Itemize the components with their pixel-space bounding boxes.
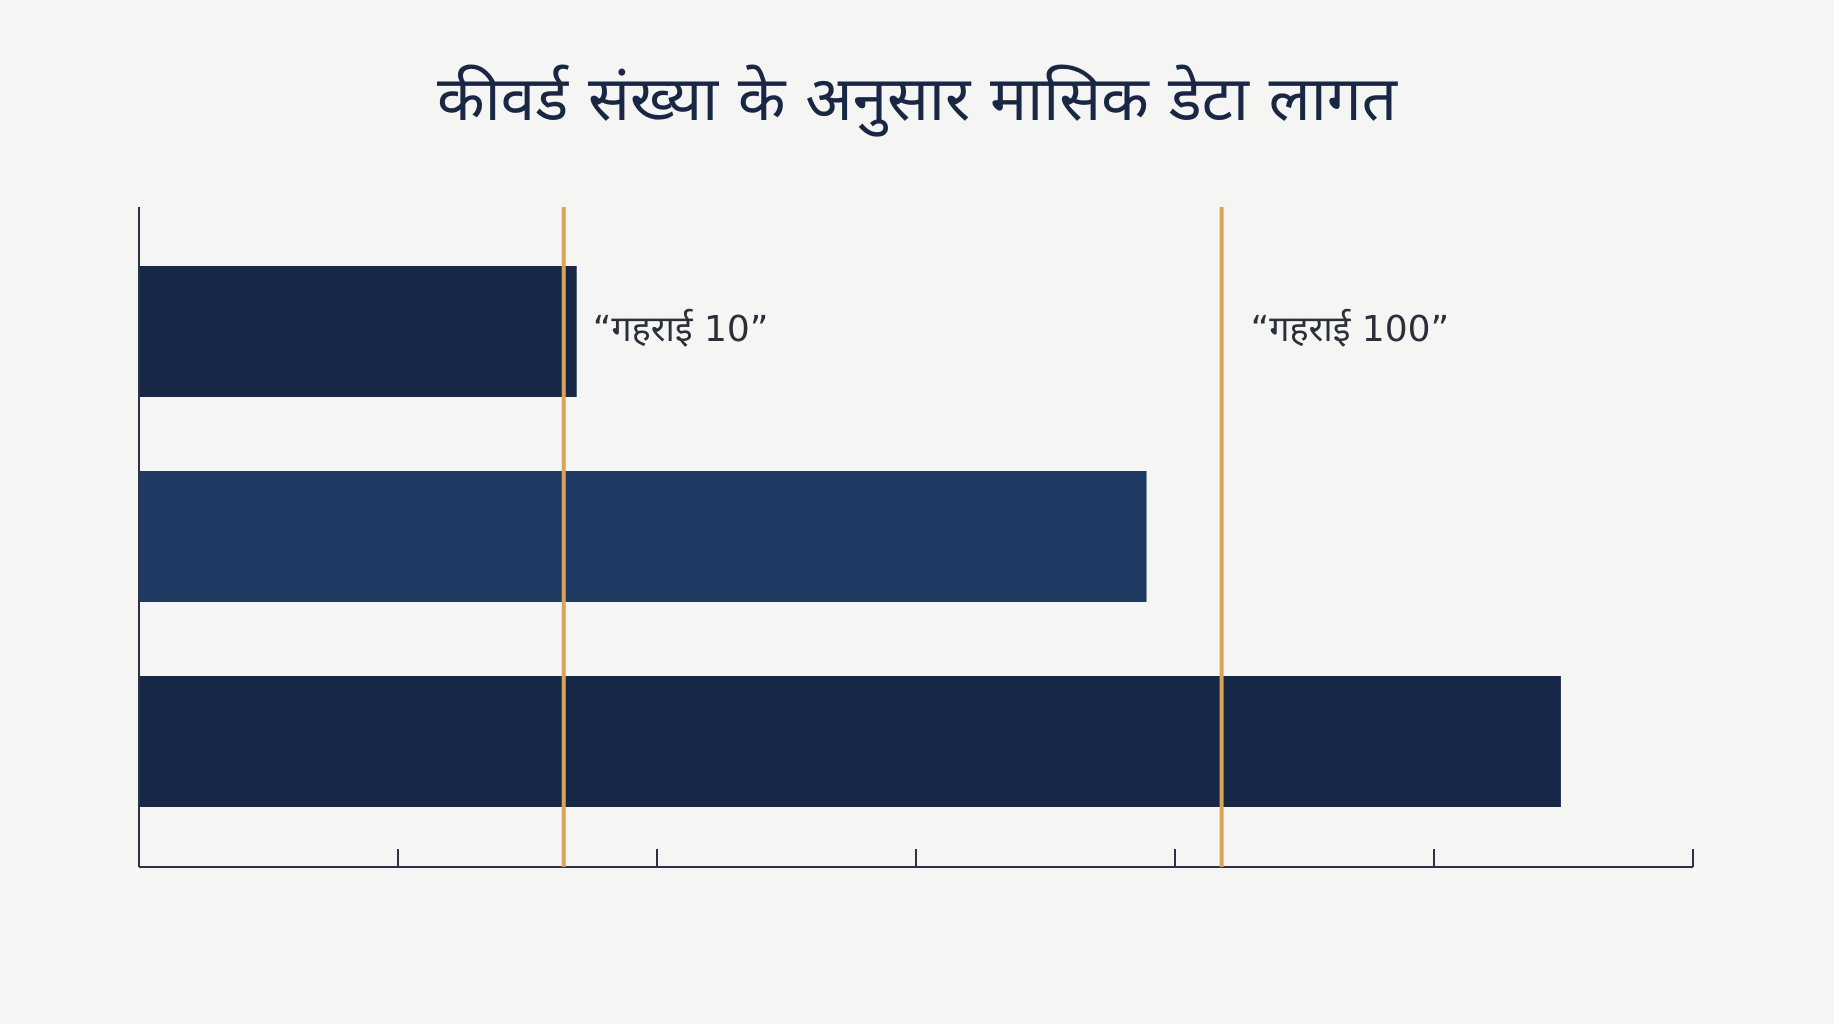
bar-1 [139,266,577,397]
axes-layer [138,207,1694,868]
bars-layer [139,266,1561,807]
bar-2 [139,471,1147,602]
reference-label-1: “गहराई 10” [593,308,769,350]
reference-label-2: “गहराई 100” [1251,308,1450,350]
bar-3 [139,676,1561,807]
chart-title: कीवर्ड संख्या के अनुसार मासिक डेटा लागत [436,62,1398,135]
reference-lines-layer: “गहराई 10” “गहराई 100” [561,207,1450,867]
